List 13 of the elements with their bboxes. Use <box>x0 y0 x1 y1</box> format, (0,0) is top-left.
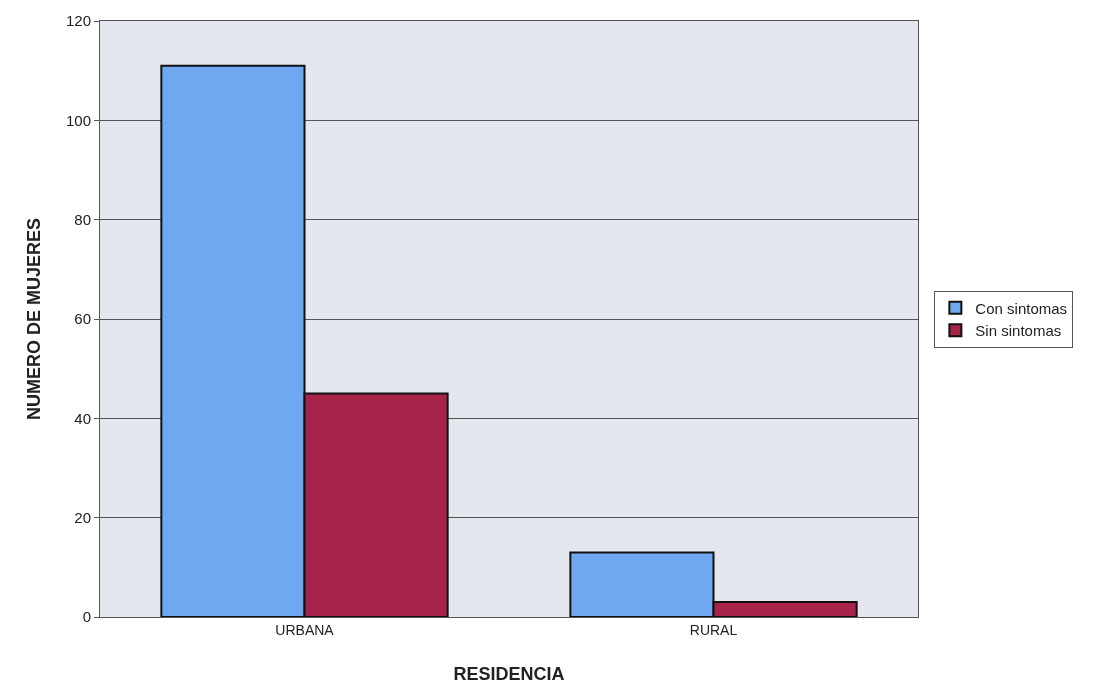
y-tick-label: 120 <box>65 12 91 30</box>
y-tick-label: 0 <box>82 608 91 626</box>
y-tick-label: 60 <box>74 310 91 328</box>
x-tick-label: RURAL <box>689 621 738 638</box>
y-tick-label: 20 <box>74 508 91 526</box>
x-tick-label: URBANA <box>275 621 335 638</box>
legend-label: Sin sintomas <box>975 322 1062 340</box>
x-axis-title: RESIDENCIA <box>453 663 565 684</box>
y-tick-label: 100 <box>65 111 91 129</box>
y-tick-label: 80 <box>74 210 91 228</box>
y-tick-label: 40 <box>74 409 91 427</box>
y-axis-title: NUMERO DE MUJERES <box>24 217 45 421</box>
legend-label: Con sintomas <box>975 299 1068 317</box>
